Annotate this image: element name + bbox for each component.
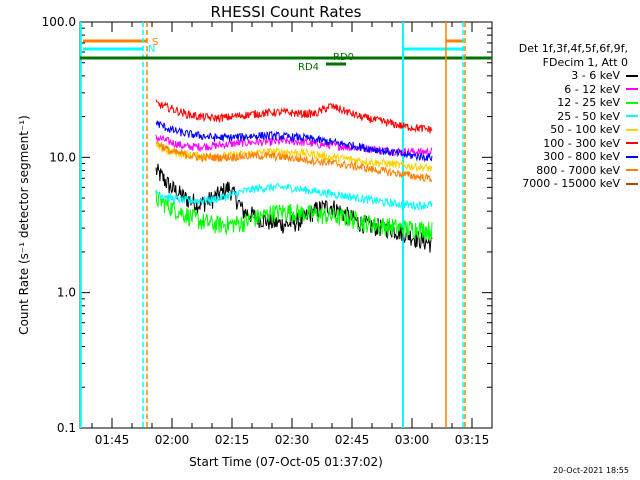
legend-entry-label: 7000 - 15000 keV xyxy=(522,177,620,190)
series-line-4 xyxy=(155,142,433,172)
x-tick-label: 03:15 xyxy=(455,433,490,447)
chart-title: RHESSI Count Rates xyxy=(211,3,362,21)
legend-entry-label: 25 - 50 keV xyxy=(557,109,620,123)
legend-entry-label: 3 - 6 keV xyxy=(571,69,620,82)
x-tick-label: 02:30 xyxy=(275,433,310,447)
series-line-5 xyxy=(155,99,433,134)
y-tick-label: 1.0 xyxy=(57,286,76,300)
legend-entry-swatch xyxy=(626,155,638,158)
x-tick-label: 02:15 xyxy=(215,433,250,447)
series-line-2 xyxy=(155,190,433,240)
legend-header-detectors: Det 1f,3f,4f,5f,6f,9f, xyxy=(518,42,628,55)
legend-entry: 300 - 800 keV xyxy=(478,150,638,164)
legend-entry-swatch xyxy=(626,101,638,104)
y-axis-label: Count Rate (s⁻¹ detector segment⁻¹) xyxy=(17,115,31,335)
legend-entry: 50 - 100 keV xyxy=(478,123,638,137)
x-tick-label: 02:45 xyxy=(335,433,370,447)
legend-entry-label: 300 - 800 keV xyxy=(543,150,620,163)
legend-entry-swatch xyxy=(626,182,638,185)
legend-entry-label: 50 - 100 keV xyxy=(550,123,620,136)
legend-entry-label: 100 - 300 keV xyxy=(543,136,620,150)
legend-entry: 100 - 300 keV xyxy=(478,137,638,151)
legend-entry: 800 - 7000 keV xyxy=(478,164,638,178)
rd4-label: RD4 xyxy=(298,62,319,73)
legend-entry: 6 - 12 keV xyxy=(478,83,638,97)
x-tick-label: 03:00 xyxy=(395,433,430,447)
x-tick-label: 02:00 xyxy=(155,433,190,447)
night-flag-label: N xyxy=(148,44,155,55)
legend-entry-label: 12 - 25 keV xyxy=(557,96,620,109)
series-line-6 xyxy=(155,120,433,163)
legend-entry-swatch xyxy=(626,169,638,172)
legend-entry-swatch xyxy=(626,88,638,91)
legend-entry: 7000 - 15000 keV xyxy=(478,177,638,191)
rd0-label: RD0 xyxy=(333,52,354,63)
y-tick-label: 0.1 xyxy=(57,421,76,435)
legend-entry-label: 800 - 7000 keV xyxy=(536,163,620,177)
legend: Det 1f,3f,4f,5f,6f,9f, FDecim 1, Att 0 3… xyxy=(478,42,638,191)
legend-entry: 3 - 6 keV xyxy=(478,69,638,83)
saa-flag-label: S xyxy=(152,37,158,48)
legend-entry-swatch xyxy=(626,115,638,118)
legend-header-decimation: FDecim 1, Att 0 xyxy=(542,55,628,69)
legend-entry-swatch xyxy=(626,128,638,131)
x-tick-label: 01:45 xyxy=(95,433,130,447)
y-tick-label: 100.0 xyxy=(42,15,76,29)
legend-rows: 3 - 6 keV 6 - 12 keV 12 - 25 keV 25 - 50 ke… xyxy=(478,69,638,191)
legend-entry-swatch xyxy=(626,142,638,145)
x-axis-label: Start Time (07-Oct-05 01:37:02) xyxy=(189,455,383,469)
series-line-3 xyxy=(155,182,433,211)
series-line-0 xyxy=(155,163,433,253)
legend-entry-swatch xyxy=(626,74,638,77)
legend-entry: 12 - 25 keV xyxy=(478,96,638,110)
legend-entry: 25 - 50 keV xyxy=(478,110,638,124)
render-timestamp: 20-Oct-2021 18:55 xyxy=(553,466,629,475)
legend-entry-label: 6 - 12 keV xyxy=(564,82,620,96)
y-tick-label: 10.0 xyxy=(49,150,76,164)
series-line-7 xyxy=(155,140,433,182)
